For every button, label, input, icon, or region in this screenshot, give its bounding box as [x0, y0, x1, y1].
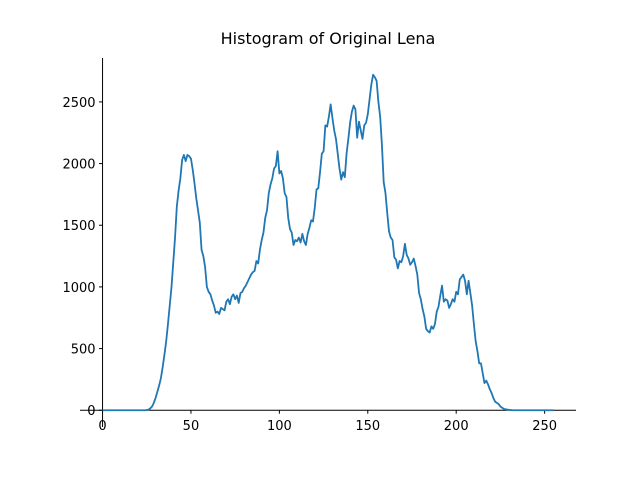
- y-tick-label: 2000: [62, 158, 95, 173]
- data-line: [102, 73, 554, 412]
- y-tick-label: 0: [87, 404, 95, 419]
- y-tick-label: 500: [71, 343, 96, 358]
- y-tick-label: 2500: [62, 96, 95, 111]
- x-tick-label: 0: [98, 419, 106, 434]
- x-tick-label: 150: [355, 419, 380, 434]
- chart-title: Histogram of Original Lena: [221, 29, 436, 48]
- x-tick-label: 200: [444, 419, 469, 434]
- x-tick-label: 250: [532, 419, 557, 434]
- y-tick-label: 1500: [62, 219, 95, 234]
- x-tick-label: 100: [267, 419, 292, 434]
- x-tick-label: 50: [183, 419, 200, 434]
- y-tick-label: 1000: [62, 281, 95, 296]
